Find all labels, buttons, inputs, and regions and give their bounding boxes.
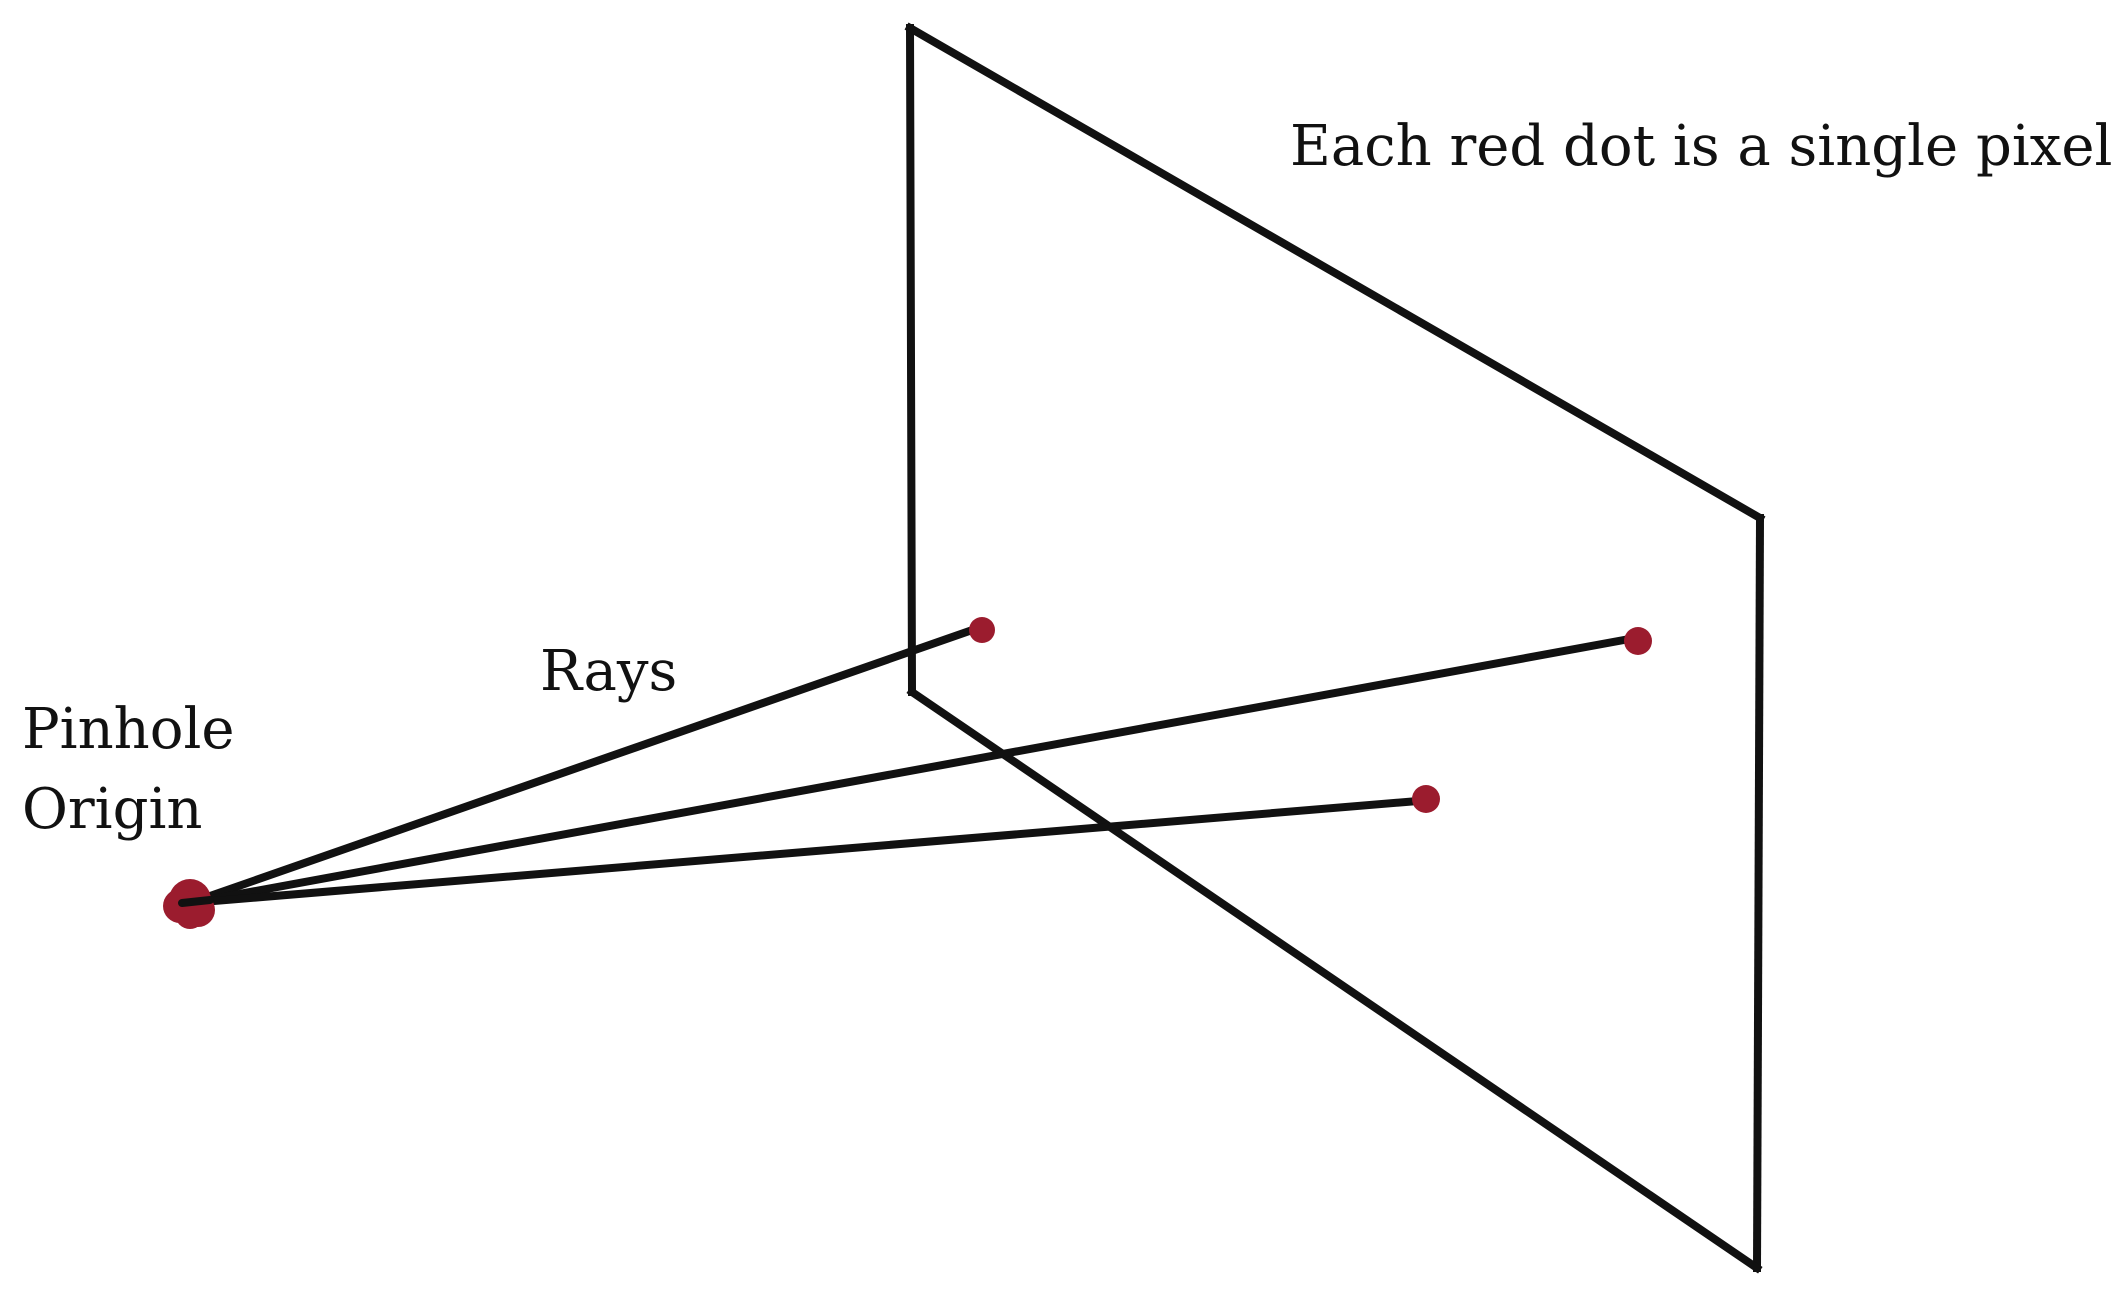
ray-1 [186, 624, 982, 907]
image-plane-bottom-edge [906, 686, 1763, 1274]
pixel-dot-1 [969, 617, 995, 643]
pinhole-label: Pinhole [22, 697, 235, 762]
ray-3 [186, 797, 1422, 907]
pixel-dots [969, 617, 1652, 813]
rays-label: Rays [540, 639, 677, 704]
image-plane [904, 22, 1766, 1274]
ray-2 [186, 634, 1639, 907]
image-plane-right-edge [1752, 513, 1765, 1273]
pixel-dot-2 [1624, 627, 1652, 655]
image-plane-top-edge [904, 22, 1766, 524]
pinhole-ray-stub [178, 896, 214, 907]
origin-label: Origin [22, 777, 202, 842]
pixel-dot-3 [1412, 785, 1440, 813]
rays [186, 624, 1639, 907]
image-plane-left-edge [905, 23, 917, 697]
note-label: Each red dot is a single pixel. [1290, 114, 2111, 179]
